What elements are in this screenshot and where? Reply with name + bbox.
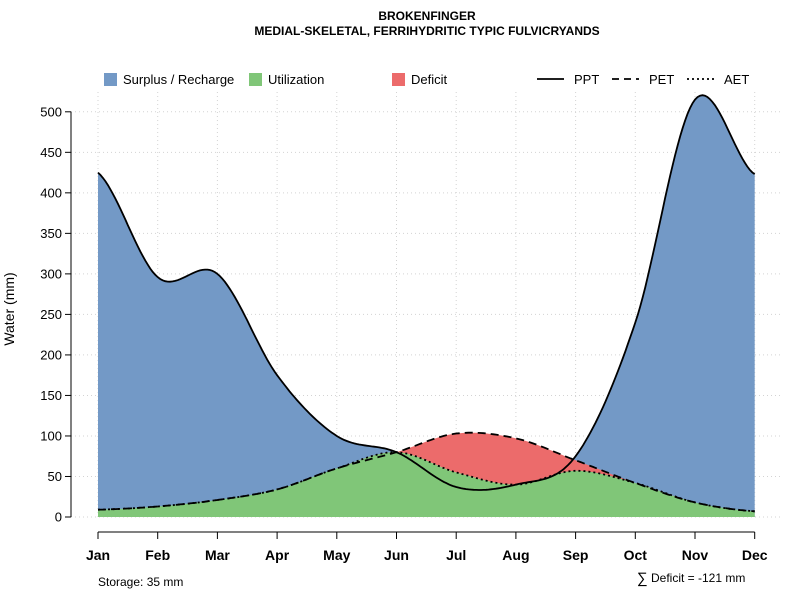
x-tick-label-7: Aug: [502, 547, 529, 563]
y-tick-label-2: 100: [40, 428, 62, 443]
area-fills: [98, 95, 755, 517]
x-tick-label-11: Dec: [742, 547, 768, 563]
x-tick-label-0: Jan: [86, 547, 110, 563]
surplus-recharge-area: [98, 95, 755, 517]
legend-line-label-2: AET: [724, 72, 749, 87]
legend-swatch-0: [104, 73, 117, 86]
legend-label-0: Surplus / Recharge: [123, 72, 234, 87]
legend-line-label-0: PPT: [574, 72, 599, 87]
x-tick-label-6: Jul: [446, 547, 466, 563]
series-lines: [97, 94, 756, 513]
legend: Surplus / Recharge Utilization Deficit PPT P…: [104, 72, 749, 87]
x-tick-label-5: Jun: [384, 547, 409, 563]
legend-line-label-1: PET: [649, 72, 674, 87]
y-tick-label-5: 250: [40, 307, 62, 322]
y-tick-label-9: 450: [40, 145, 62, 160]
legend-label-1: Utilization: [268, 72, 324, 87]
utilization-area: [98, 452, 755, 517]
legend-swatch-1: [249, 73, 262, 86]
legend-label-2: Deficit: [411, 72, 448, 87]
legend-swatch-2: [392, 73, 405, 86]
storage-annotation: Storage: 35 mm: [98, 575, 183, 589]
y-axis-label: Water (mm): [1, 272, 17, 345]
y-tick-label-7: 350: [40, 226, 62, 241]
y-tick-label-10: 500: [40, 104, 62, 119]
x-tick-label-10: Nov: [682, 547, 709, 563]
y-tick-label-6: 300: [40, 266, 62, 281]
y-tick-label-1: 50: [48, 469, 62, 484]
x-tick-label-1: Feb: [145, 547, 170, 563]
deficit-annotation: Deficit = -121 mm: [651, 571, 745, 585]
y-tick-label-0: 0: [55, 510, 62, 525]
y-tick-label-3: 150: [40, 388, 62, 403]
sum-symbol-icon: ∑: [637, 570, 648, 587]
x-tick-label-4: May: [323, 547, 350, 563]
deficit-area: [98, 432, 755, 512]
x-tick-label-9: Oct: [624, 547, 648, 563]
chart-subtitle: MEDIAL-SKELETAL, FERRIHYDRITIC TYPIC FUL…: [254, 24, 599, 38]
axes: 0 50 100 150 200 250 300 350 400 450 500 Jan Feb Mar A…: [40, 104, 767, 563]
series-line-pet: [97, 431, 755, 513]
x-tick-label-2: Mar: [205, 547, 230, 563]
series-line-ppt: [97, 94, 756, 491]
chart-title: BROKENFINGER: [378, 9, 476, 23]
y-tick-label-8: 400: [40, 185, 62, 200]
x-tick-label-3: Apr: [265, 547, 290, 563]
y-tick-label-4: 200: [40, 347, 62, 362]
x-tick-label-8: Sep: [563, 547, 589, 563]
